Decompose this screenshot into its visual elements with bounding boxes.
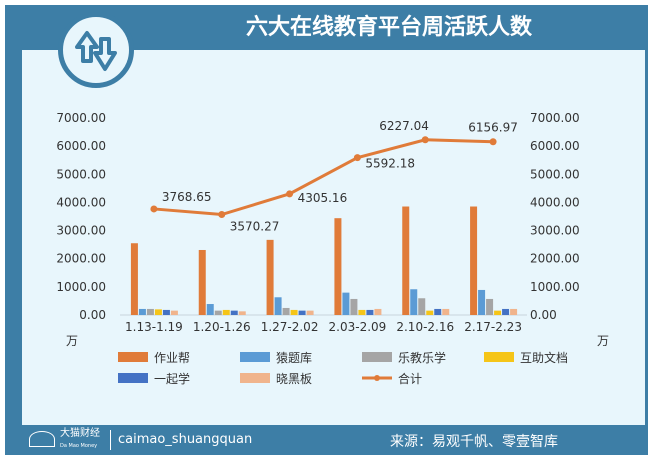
bar-0-3 xyxy=(334,218,342,315)
bar-1-0 xyxy=(138,308,146,315)
divider xyxy=(110,430,111,450)
total-point-0 xyxy=(150,205,158,213)
y-tick-left: 0.00 xyxy=(79,308,106,322)
y-tick-left: 7000.00 xyxy=(56,111,106,125)
y-tick-right: 4000.00 xyxy=(530,195,580,209)
bar-2-1 xyxy=(214,310,222,315)
y-tick-right: 7000.00 xyxy=(530,111,580,125)
bar-0-1 xyxy=(198,249,206,315)
total-point-1 xyxy=(218,211,226,219)
bar-2-0 xyxy=(146,308,154,315)
bar-4-4 xyxy=(434,308,442,315)
total-label-2: 4305.16 xyxy=(298,191,348,205)
bar-4-1 xyxy=(230,310,238,315)
bar-0-2 xyxy=(266,239,274,315)
x-tick-label: 2.03-2.09 xyxy=(329,320,387,334)
bar-2-3 xyxy=(350,298,358,315)
bar-2-2 xyxy=(282,307,290,315)
y-tick-left: 2000.00 xyxy=(56,252,106,266)
y-tick-left: 6000.00 xyxy=(56,139,106,153)
total-label-3: 5592.18 xyxy=(365,157,415,171)
bar-4-2 xyxy=(298,310,306,315)
y-tick-left: 1000.00 xyxy=(56,280,106,294)
bar-5-0 xyxy=(170,310,178,315)
bar-0-0 xyxy=(130,243,138,315)
legend-swatch xyxy=(118,352,148,362)
total-label-0: 3768.65 xyxy=(162,190,212,204)
bar-4-3 xyxy=(366,309,374,315)
page-title: 六大在线教育平台周活跃人数 xyxy=(130,5,648,50)
bar-0-4 xyxy=(402,206,410,315)
cat-logo-icon xyxy=(29,431,55,447)
bar-1-2 xyxy=(274,297,282,315)
unit-right: 万 xyxy=(597,334,609,348)
legend-marker xyxy=(374,375,380,381)
total-label-5: 6156.97 xyxy=(468,121,518,135)
legend-label: 猿题库 xyxy=(276,350,312,365)
y-tick-right: 3000.00 xyxy=(530,224,580,238)
legend-swatch xyxy=(118,373,148,383)
bar-3-3 xyxy=(358,309,366,315)
x-tick-label: 2.10-2.16 xyxy=(396,320,454,334)
bar-5-3 xyxy=(374,308,382,315)
bar-3-5 xyxy=(494,310,502,315)
account-handle: caimao_shuangquan xyxy=(118,432,253,447)
x-tick-label: 1.27-2.02 xyxy=(261,320,319,334)
legend-label: 一起学 xyxy=(154,371,190,386)
bar-3-2 xyxy=(290,309,298,315)
bar-4-5 xyxy=(502,308,510,315)
bar-3-0 xyxy=(154,309,162,315)
legend-swatch xyxy=(362,352,392,362)
y-tick-left: 3000.00 xyxy=(56,224,106,238)
y-tick-left: 5000.00 xyxy=(56,167,106,181)
bar-2-4 xyxy=(418,298,426,315)
legend-swatch xyxy=(240,352,270,362)
bar-0-5 xyxy=(470,206,478,315)
brand-name: 大猫财经 xyxy=(60,428,100,439)
y-tick-right: 2000.00 xyxy=(530,252,580,266)
bar-5-1 xyxy=(238,311,246,315)
bar-1-4 xyxy=(410,289,418,315)
legend-label: 乐教乐学 xyxy=(398,350,446,365)
bar-3-4 xyxy=(426,310,434,315)
y-tick-right: 1000.00 xyxy=(530,280,580,294)
legend-label: 作业帮 xyxy=(154,351,190,365)
legend-label: 互助文档 xyxy=(520,350,568,365)
total-label-1: 3570.27 xyxy=(230,220,280,234)
total-point-4 xyxy=(421,136,429,144)
y-tick-right: 5000.00 xyxy=(530,167,580,181)
bar-5-2 xyxy=(306,310,314,315)
source-text: 来源：易观千帆、零壹智库 xyxy=(390,434,558,450)
total-point-2 xyxy=(286,190,294,198)
bar-2-5 xyxy=(486,298,494,315)
bar-1-1 xyxy=(206,304,214,315)
footer: 大猫财经 Da Mao Money caimao_shuangquan 来源：易… xyxy=(5,425,648,455)
brand-sub: Da Mao Money xyxy=(60,443,98,449)
x-tick-label: 1.13-1.19 xyxy=(125,320,183,334)
bar-1-3 xyxy=(342,292,350,315)
y-tick-right: 0.00 xyxy=(530,308,557,322)
chart-panel xyxy=(22,50,645,425)
legend-swatch xyxy=(240,373,270,383)
total-point-3 xyxy=(353,154,361,162)
up-down-arrows-icon xyxy=(58,12,134,88)
bar-5-5 xyxy=(510,308,518,315)
legend-label: 合计 xyxy=(398,371,422,386)
unit-left: 万 xyxy=(66,334,78,348)
bar-1-5 xyxy=(478,289,486,315)
total-line xyxy=(153,138,494,217)
total-point-5 xyxy=(489,138,497,146)
y-tick-right: 6000.00 xyxy=(530,139,580,153)
x-tick-label: 2.17-2.23 xyxy=(464,320,522,334)
total-label-4: 6227.04 xyxy=(379,119,429,133)
x-tick-label: 1.20-1.26 xyxy=(193,320,251,334)
bar-4-0 xyxy=(162,309,170,315)
legend-swatch xyxy=(484,352,514,362)
bar-3-1 xyxy=(222,309,230,315)
bar-5-4 xyxy=(442,308,450,315)
legend-label: 晓黑板 xyxy=(276,372,312,386)
y-tick-left: 4000.00 xyxy=(56,195,106,209)
